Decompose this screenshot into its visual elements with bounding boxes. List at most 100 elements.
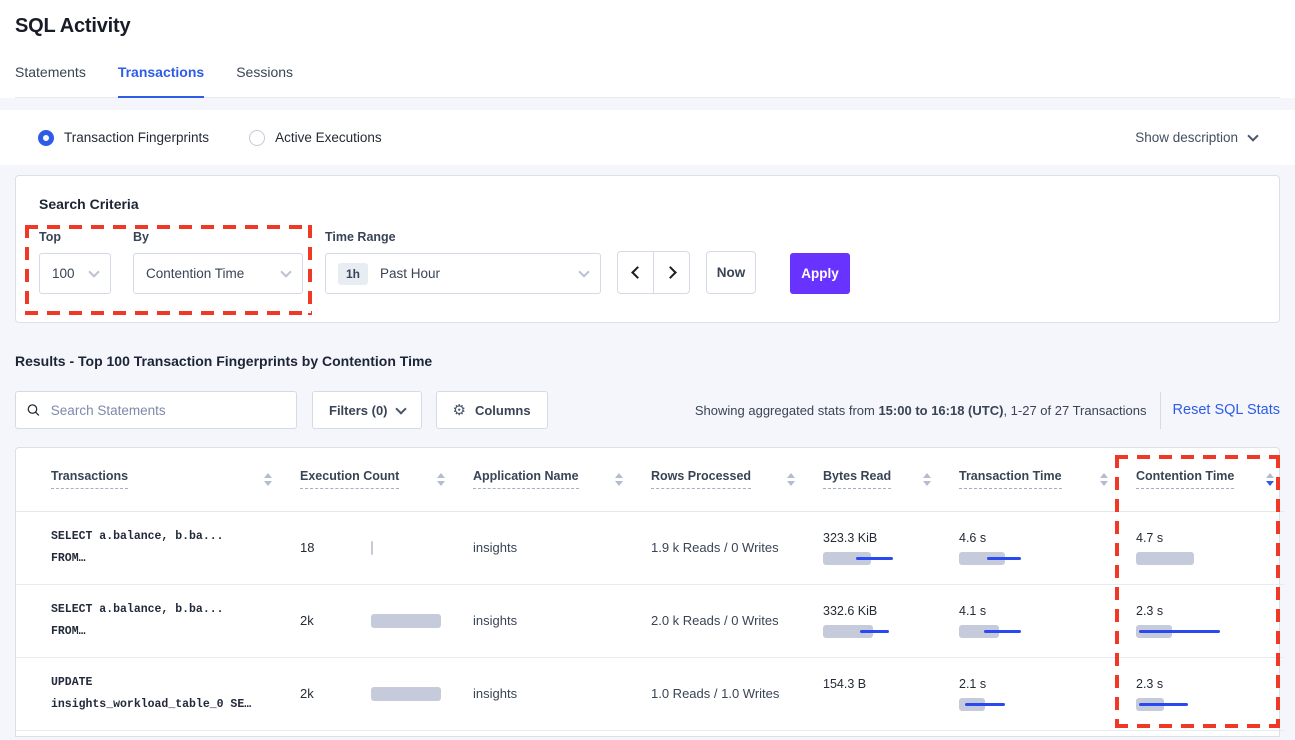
stats-summary: Showing aggregated stats from 15:00 to 1… <box>694 402 1147 418</box>
bytes-read-bar <box>823 698 933 711</box>
table-row[interactable]: SELECT a.balance, b.ba... FROM… 18 insigh… <box>16 511 1284 584</box>
column-header-label[interactable]: Transactions <box>51 469 129 490</box>
page-title: SQL Activity <box>15 15 131 37</box>
chevron-down-icon <box>1247 129 1259 142</box>
reset-sql-stats-link[interactable]: Reset SQL Stats <box>1172 402 1280 418</box>
by-label: By <box>133 230 149 244</box>
tab-transactions[interactable]: Transactions <box>117 64 205 98</box>
transaction-time-value: 4.1 s <box>959 603 987 618</box>
time-range-value: Past Hour <box>380 266 441 281</box>
sort-desc-icon <box>1266 480 1274 486</box>
rows-processed-value: 2.0 k Reads / 0 Writes <box>651 612 779 628</box>
contention-time-cell: 4.7 s <box>1136 511 1284 584</box>
column-header-label[interactable]: Rows Processed <box>651 469 752 490</box>
show-description-toggle[interactable]: Show description <box>1135 129 1259 145</box>
table-header-row: Transactions Execution Count Application N… <box>16 448 1284 512</box>
sort-asc-icon <box>437 472 445 478</box>
now-button[interactable]: Now <box>706 251 756 294</box>
radio-active-executions[interactable]: Active Executions <box>249 129 382 146</box>
column-header-label[interactable]: Transaction Time <box>959 469 1062 490</box>
view-toggle-band: Transaction Fingerprints Active Executio… <box>0 110 1295 165</box>
tab-bar: Statements Transactions Sessions <box>15 64 1280 98</box>
transaction-fingerprint-link[interactable]: UPDATE insights_workload_table_0 SE… <box>51 675 252 711</box>
columns-label: Columns <box>474 402 531 418</box>
chevron-right-icon <box>663 266 677 279</box>
search-box[interactable] <box>15 391 297 429</box>
column-header-label[interactable]: Application Name <box>473 469 579 490</box>
sort-icon[interactable] <box>437 472 445 486</box>
tab-sessions[interactable]: Sessions <box>236 64 294 80</box>
radio-unselected-icon[interactable] <box>249 129 266 146</box>
column-header-transaction-time[interactable]: Transaction Time <box>959 448 1136 512</box>
search-input[interactable] <box>48 401 285 419</box>
search-criteria-heading: Search Criteria <box>39 196 139 212</box>
previous-time-button[interactable] <box>617 251 654 294</box>
top-select-value: 100 <box>52 266 75 281</box>
gear-icon: ⚙ <box>452 402 466 419</box>
contention-time-value: 2.3 s <box>1136 676 1164 691</box>
sort-asc-icon <box>787 472 795 478</box>
top-field: Top 100 <box>39 230 111 294</box>
top-select[interactable]: 100 <box>39 253 111 294</box>
column-header-bytes-read[interactable]: Bytes Read <box>823 448 959 512</box>
execution-count-bar <box>371 686 441 701</box>
filters-label: Filters (0) <box>329 402 388 418</box>
bytes-read-value: 323.3 KiB <box>823 530 878 545</box>
column-header-application-name[interactable]: Application Name <box>473 448 651 512</box>
chevron-down-icon <box>88 265 100 278</box>
sort-desc-icon <box>1100 480 1108 486</box>
results-controls-row: Filters (0) ⚙ Columns Showing aggregated… <box>15 391 1280 429</box>
chevron-left-icon <box>630 266 644 279</box>
transaction-fingerprint-link[interactable]: SELECT a.balance, b.ba... FROM… <box>51 529 224 565</box>
next-time-button[interactable] <box>653 251 690 294</box>
time-range-select[interactable]: 1h Past Hour <box>325 253 601 294</box>
radio-transaction-fingerprints[interactable]: Transaction Fingerprints <box>38 129 209 146</box>
execution-count-value: 2k <box>300 613 314 628</box>
sort-icon[interactable] <box>923 472 931 486</box>
table-row[interactable]: SELECT a.balance, b.ba... FROM… 2k insigh… <box>16 584 1284 657</box>
column-header-contention-time[interactable]: Contention Time <box>1136 448 1284 512</box>
chevron-down-icon <box>280 265 292 278</box>
by-field: By Contention Time <box>111 230 303 294</box>
contention-time-value: 4.7 s <box>1136 530 1164 545</box>
application-name-value: insights <box>473 685 518 701</box>
by-select[interactable]: Contention Time <box>133 253 303 294</box>
results-heading: Results - Top 100 Transaction Fingerprin… <box>15 353 433 369</box>
chevron-down-icon <box>578 265 590 278</box>
column-header-transactions[interactable]: Transactions <box>16 448 300 512</box>
sort-icon[interactable] <box>1266 472 1274 486</box>
sort-desc-icon <box>264 480 272 486</box>
transaction-time-value: 4.6 s <box>959 530 987 545</box>
transaction-fingerprint-link[interactable]: SELECT a.balance, b.ba... FROM… <box>51 602 224 638</box>
sort-asc-icon <box>615 472 623 478</box>
filters-button[interactable]: Filters (0) <box>312 391 422 429</box>
contention-time-bar <box>1136 624 1246 638</box>
sort-asc-icon <box>264 472 272 478</box>
execution-count-value: 18 <box>300 540 315 555</box>
bytes-read-value: 154.3 B <box>823 676 867 691</box>
column-header-label[interactable]: Contention Time <box>1136 469 1235 490</box>
transaction-time-value: 2.1 s <box>959 676 987 691</box>
columns-button[interactable]: ⚙ Columns <box>435 391 548 429</box>
tab-statements[interactable]: Statements <box>15 64 86 80</box>
transaction-time-bar <box>959 624 1069 638</box>
sort-icon[interactable] <box>264 472 272 486</box>
sort-icon[interactable] <box>1100 472 1108 486</box>
radio-selected-icon[interactable] <box>38 129 54 146</box>
results-table-card: Transactions Execution Count Application N… <box>15 447 1284 737</box>
column-header-label[interactable]: Execution Count <box>300 469 400 490</box>
sort-desc-icon <box>615 480 623 486</box>
rows-processed-value: 1.9 k Reads / 0 Writes <box>651 539 779 555</box>
column-header-label[interactable]: Bytes Read <box>823 469 892 490</box>
page-header: SQL Activity Statements Transactions Ses… <box>0 0 1295 98</box>
sort-asc-icon <box>923 472 931 478</box>
table-row[interactable]: UPDATE insights_workload_table_0 SE… 2k i… <box>16 657 1284 730</box>
column-header-execution-count[interactable]: Execution Count <box>300 448 473 512</box>
time-nav-group <box>617 251 690 294</box>
sort-icon[interactable] <box>615 472 623 486</box>
sort-icon[interactable] <box>787 472 795 486</box>
execution-count-bar <box>371 540 373 555</box>
column-header-rows-processed[interactable]: Rows Processed <box>651 448 823 512</box>
apply-button[interactable]: Apply <box>790 253 850 294</box>
divider <box>1159 391 1161 429</box>
